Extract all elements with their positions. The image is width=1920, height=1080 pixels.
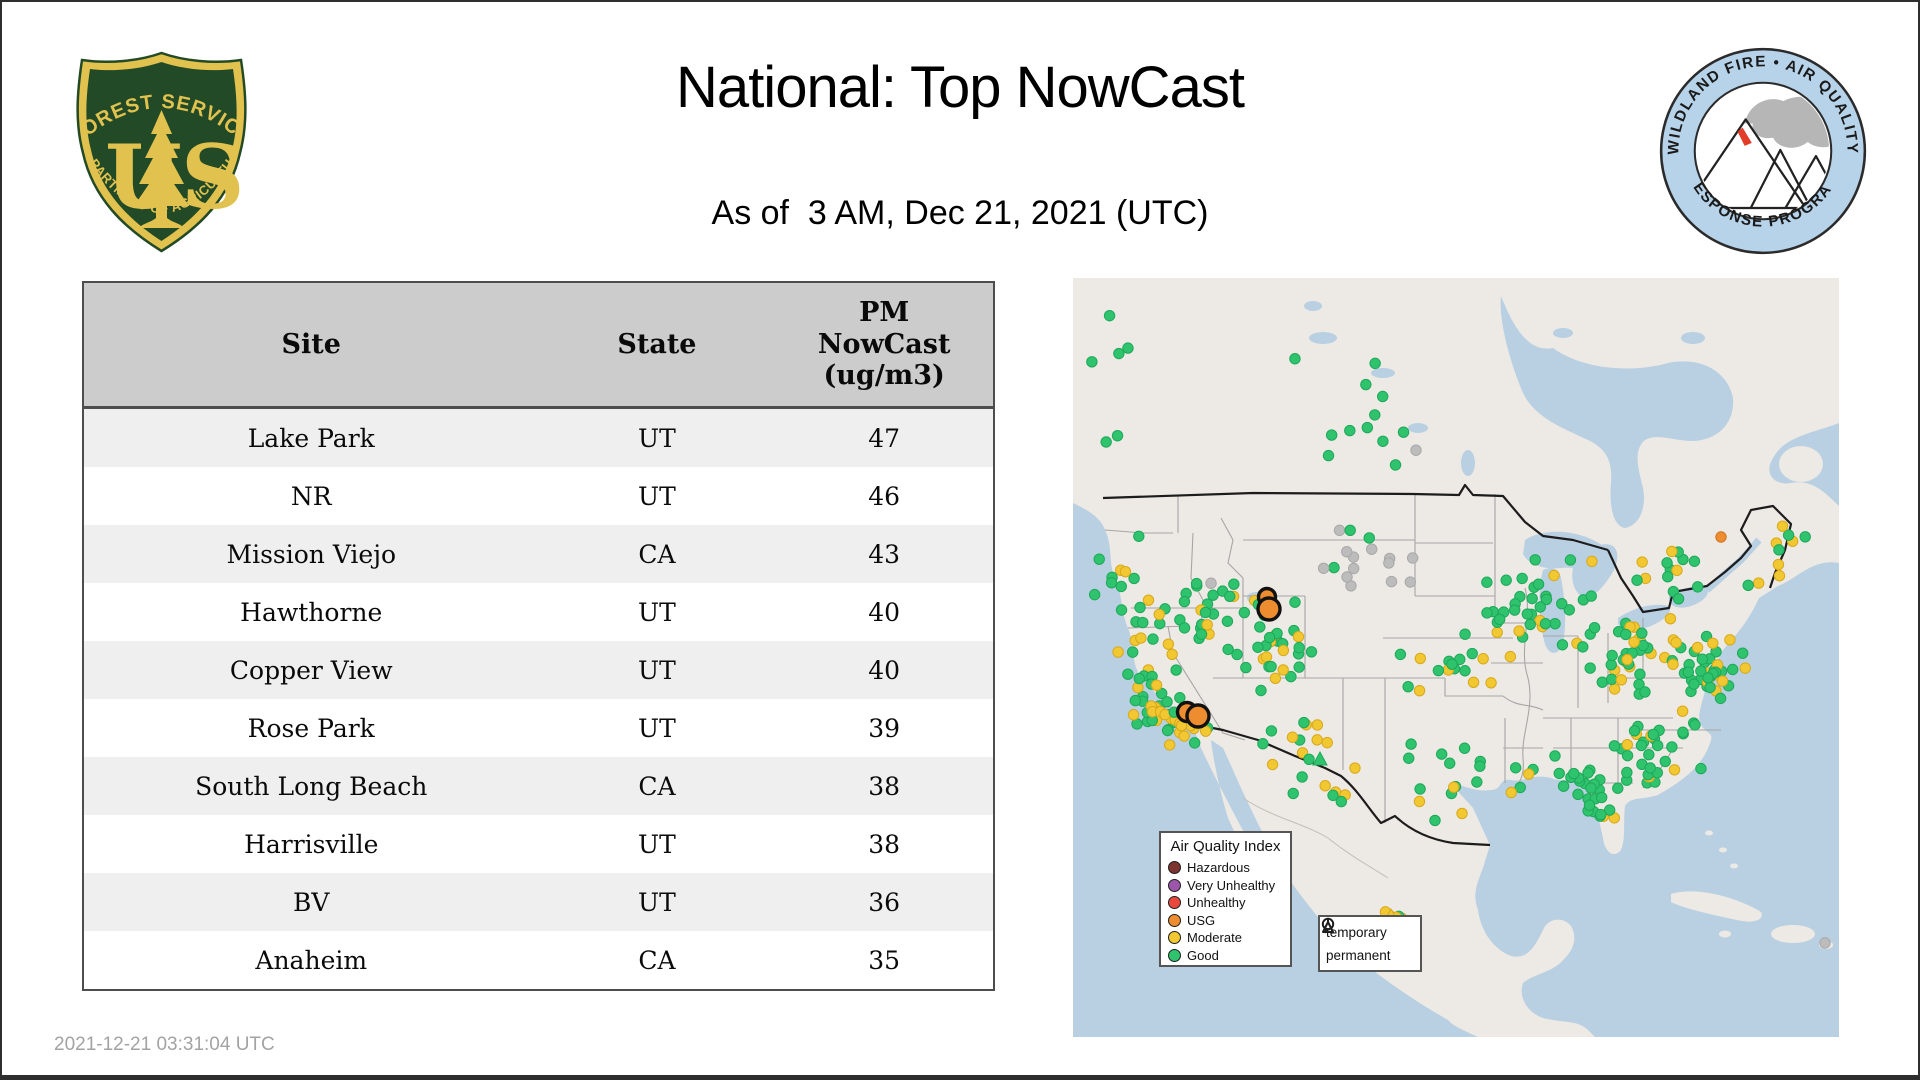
- state-cell: UT: [638, 829, 676, 859]
- table-row: Mission Viejo CA 43: [83, 525, 994, 583]
- table-row: NR UT 46: [83, 467, 994, 525]
- table-row: South Long Beach CA 38: [83, 757, 994, 815]
- wfaqrp-logo: WILDLAND FIRE • AIR QUALITY RESPONSE PRO…: [1657, 42, 1867, 255]
- site-cell: Anaheim: [255, 945, 368, 975]
- state-cell: CA: [638, 945, 676, 975]
- page-subtitle: As of 3 AM, Dec 21, 2021 (UTC): [711, 194, 1209, 232]
- permanent-monitor-icon: [1322, 918, 1334, 933]
- forest-service-logo: FOREST SERVICE U S DEPARTMENT OF AGRICUL…: [69, 46, 247, 253]
- table-row: Rose Park UT 39: [83, 699, 994, 757]
- aqi-legend-item: USG: [1168, 912, 1283, 930]
- nowcast-table-header: Site State PM NowCast (ug/m3): [83, 282, 994, 409]
- aqi-legend-item: Unhealthy: [1168, 894, 1283, 912]
- nowcast-table: Site State PM NowCast (ug/m3) Lake Park U…: [82, 281, 995, 991]
- site-cell: Hawthorne: [240, 597, 383, 627]
- value-cell: 43: [868, 539, 901, 569]
- header-site: Site: [83, 282, 539, 409]
- aqi-swatch-icon: [1168, 878, 1181, 892]
- site-cell: Harrisville: [244, 829, 379, 859]
- nowcast-table-body: Lake Park UT 47 NR UT 46 Mission Viejo CA 43 Hawt…: [83, 407, 994, 990]
- permanent-label: permanent: [1326, 948, 1391, 963]
- site-cell: South Long Beach: [195, 771, 428, 801]
- aqi-swatch-icon: [1168, 931, 1181, 945]
- temporary-label: temporary: [1326, 925, 1387, 940]
- site-cell: NR: [290, 481, 332, 511]
- footer-timestamp: 2021-12-21 03:31:04 UTC: [54, 1034, 275, 1055]
- aqi-swatch-icon: [1168, 913, 1181, 927]
- aqi-legend-label: Moderate: [1187, 930, 1242, 946]
- wfaqrp-flame-icon: [1737, 127, 1752, 146]
- header-pm: PM NowCast (ug/m3): [775, 282, 994, 409]
- aqi-legend-item: Good: [1168, 947, 1283, 965]
- aqi-legend-label: USG: [1187, 912, 1216, 928]
- state-cell: UT: [638, 481, 676, 511]
- aqi-legend-item: Hazardous: [1168, 859, 1283, 877]
- aqi-legend-label: Very Unhealthy: [1187, 877, 1276, 893]
- site-cell: Lake Park: [247, 423, 375, 453]
- aqi-legend-item: Moderate: [1168, 929, 1283, 947]
- state-cell: CA: [638, 771, 676, 801]
- value-cell: 47: [868, 423, 901, 453]
- value-cell: 46: [868, 481, 901, 511]
- value-cell: 35: [868, 945, 901, 975]
- value-cell: 38: [868, 771, 901, 801]
- state-cell: UT: [638, 423, 676, 453]
- aqi-swatch-icon: [1168, 861, 1181, 875]
- aqi-legend-item: Very Unhealthy: [1168, 877, 1283, 895]
- site-cell: Rose Park: [247, 713, 375, 743]
- site-cell: Mission Viejo: [226, 539, 397, 569]
- state-cell: UT: [638, 887, 676, 917]
- table-row: Anaheim CA 35: [83, 931, 994, 990]
- fs-letter-s: S: [181, 125, 245, 229]
- value-cell: 39: [868, 713, 901, 743]
- aqi-legend-label: Hazardous: [1187, 860, 1250, 876]
- aqi-legend-title: Air Quality Index: [1170, 838, 1281, 855]
- aqi-swatch-icon: [1168, 948, 1181, 962]
- site-cell: BV: [293, 887, 330, 917]
- value-cell: 38: [868, 829, 901, 859]
- table-row: BV UT 36: [83, 873, 994, 931]
- aqi-legend-label: Unhealthy: [1187, 895, 1246, 911]
- aqi-legend-label: Good: [1187, 947, 1219, 963]
- header-state: State: [538, 282, 776, 409]
- fs-tree-icon: [134, 110, 189, 228]
- aqi-map: Air Quality Index Hazardous Very Unhealth…: [1073, 278, 1839, 1037]
- value-cell: 40: [868, 655, 901, 685]
- state-cell: UT: [638, 713, 676, 743]
- aqi-swatch-icon: [1168, 896, 1181, 910]
- marker-legend: temporary permanent: [1318, 915, 1422, 972]
- table-row: Copper View UT 40: [83, 641, 994, 699]
- value-cell: 40: [868, 597, 901, 627]
- table-row: Harrisville UT 38: [83, 815, 994, 873]
- table-row: Lake Park UT 47: [83, 407, 994, 467]
- state-cell: UT: [638, 597, 676, 627]
- site-cell: Copper View: [229, 655, 393, 685]
- state-cell: CA: [638, 539, 676, 569]
- state-cell: UT: [638, 655, 676, 685]
- page-title: National: Top NowCast: [676, 55, 1245, 120]
- value-cell: 36: [868, 887, 901, 917]
- table-row: Hawthorne UT 40: [83, 583, 994, 641]
- aqi-legend: Air Quality Index Hazardous Very Unhealth…: [1159, 831, 1292, 967]
